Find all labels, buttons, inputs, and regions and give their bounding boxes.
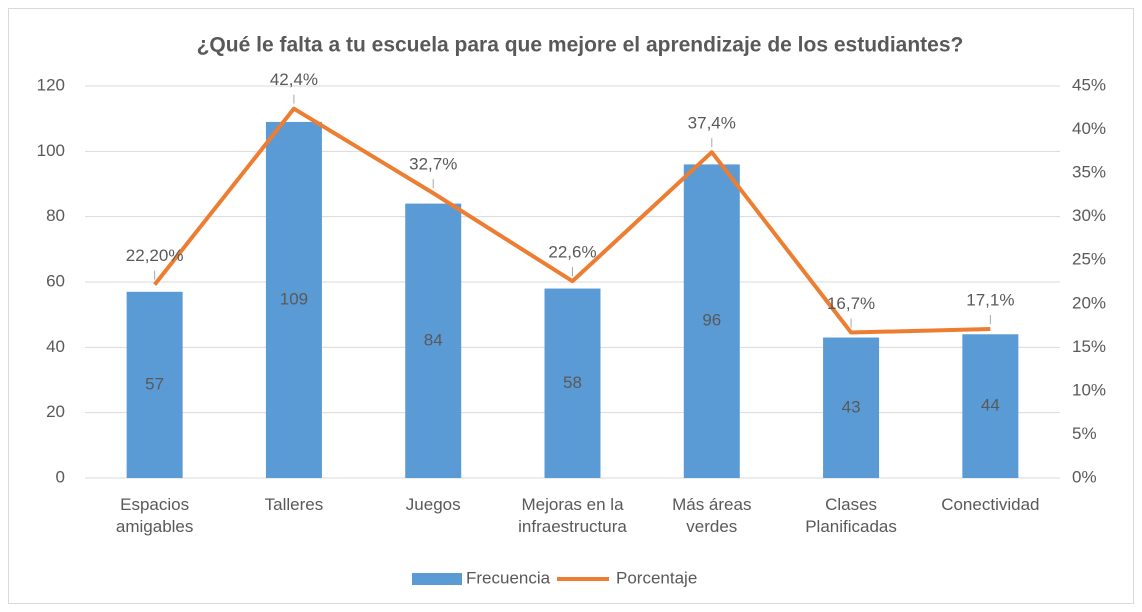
y-tick-label: 60 (46, 271, 65, 290)
bar-value-label: 109 (280, 289, 308, 308)
line (153, 106, 991, 335)
y2-tick-label: 45% (1072, 75, 1106, 94)
x-tick-label: Talleres (264, 495, 324, 514)
bar-value-label: 43 (842, 397, 861, 416)
bar (405, 203, 462, 478)
bar (823, 337, 880, 478)
x-tick-label: Conectividad (941, 495, 1040, 514)
line-value-label: 32,7% (409, 155, 457, 174)
y2-tick-label: 0% (1072, 467, 1097, 486)
y2-tick-label: 40% (1072, 119, 1106, 138)
y-tick-label: 40 (46, 337, 65, 356)
y2-tick-label: 10% (1072, 380, 1106, 399)
bar (962, 334, 1019, 478)
line-value-label: 16,7% (827, 294, 875, 313)
legend-label: Frecuencia (466, 568, 551, 587)
line-value-label: 22,6% (548, 243, 596, 262)
bar-value-label: 96 (702, 311, 721, 330)
y2-tick-label: 15% (1072, 337, 1106, 356)
y-tick-label: 0 (56, 467, 65, 486)
legend-label: Porcentaje (616, 568, 697, 587)
bar-value-label: 57 (145, 374, 164, 393)
x-tick-label: Espacios amigables (115, 495, 194, 536)
bar-value-label: 84 (424, 330, 443, 349)
x-tick-label: Mejoras en la infraestructura (518, 495, 627, 536)
bar (683, 164, 740, 478)
x-tick-label: Juegos (405, 495, 461, 514)
bar (544, 288, 601, 478)
line-value-label: 22,20% (126, 246, 184, 265)
y2-tick-label: 25% (1072, 250, 1106, 269)
y-tick-label: 80 (46, 206, 65, 225)
y-tick-label: 20 (46, 402, 65, 421)
y2-tick-label: 35% (1072, 163, 1106, 182)
chart-title: ¿Qué le falta a tu escuela para que mejo… (197, 34, 964, 57)
line-value-label: 42,4% (270, 70, 318, 89)
y2-tick-label: 30% (1072, 206, 1106, 225)
y2-tick-label: 5% (1072, 424, 1097, 443)
x-tick-label: Clases Planificadas (805, 495, 897, 536)
x-tick-label: Más áreas verdes (672, 495, 752, 536)
bar (126, 291, 183, 478)
y2-tick-label: 20% (1072, 293, 1106, 312)
line-value-label: 37,4% (688, 114, 736, 133)
y-tick-label: 100 (37, 141, 65, 160)
bar-value-label: 58 (563, 373, 582, 392)
bar-value-label: 44 (981, 396, 1000, 415)
legend-swatch (412, 573, 462, 585)
bar (265, 121, 322, 478)
y-tick-label: 120 (37, 75, 65, 94)
line-value-label: 17,1% (966, 291, 1014, 310)
